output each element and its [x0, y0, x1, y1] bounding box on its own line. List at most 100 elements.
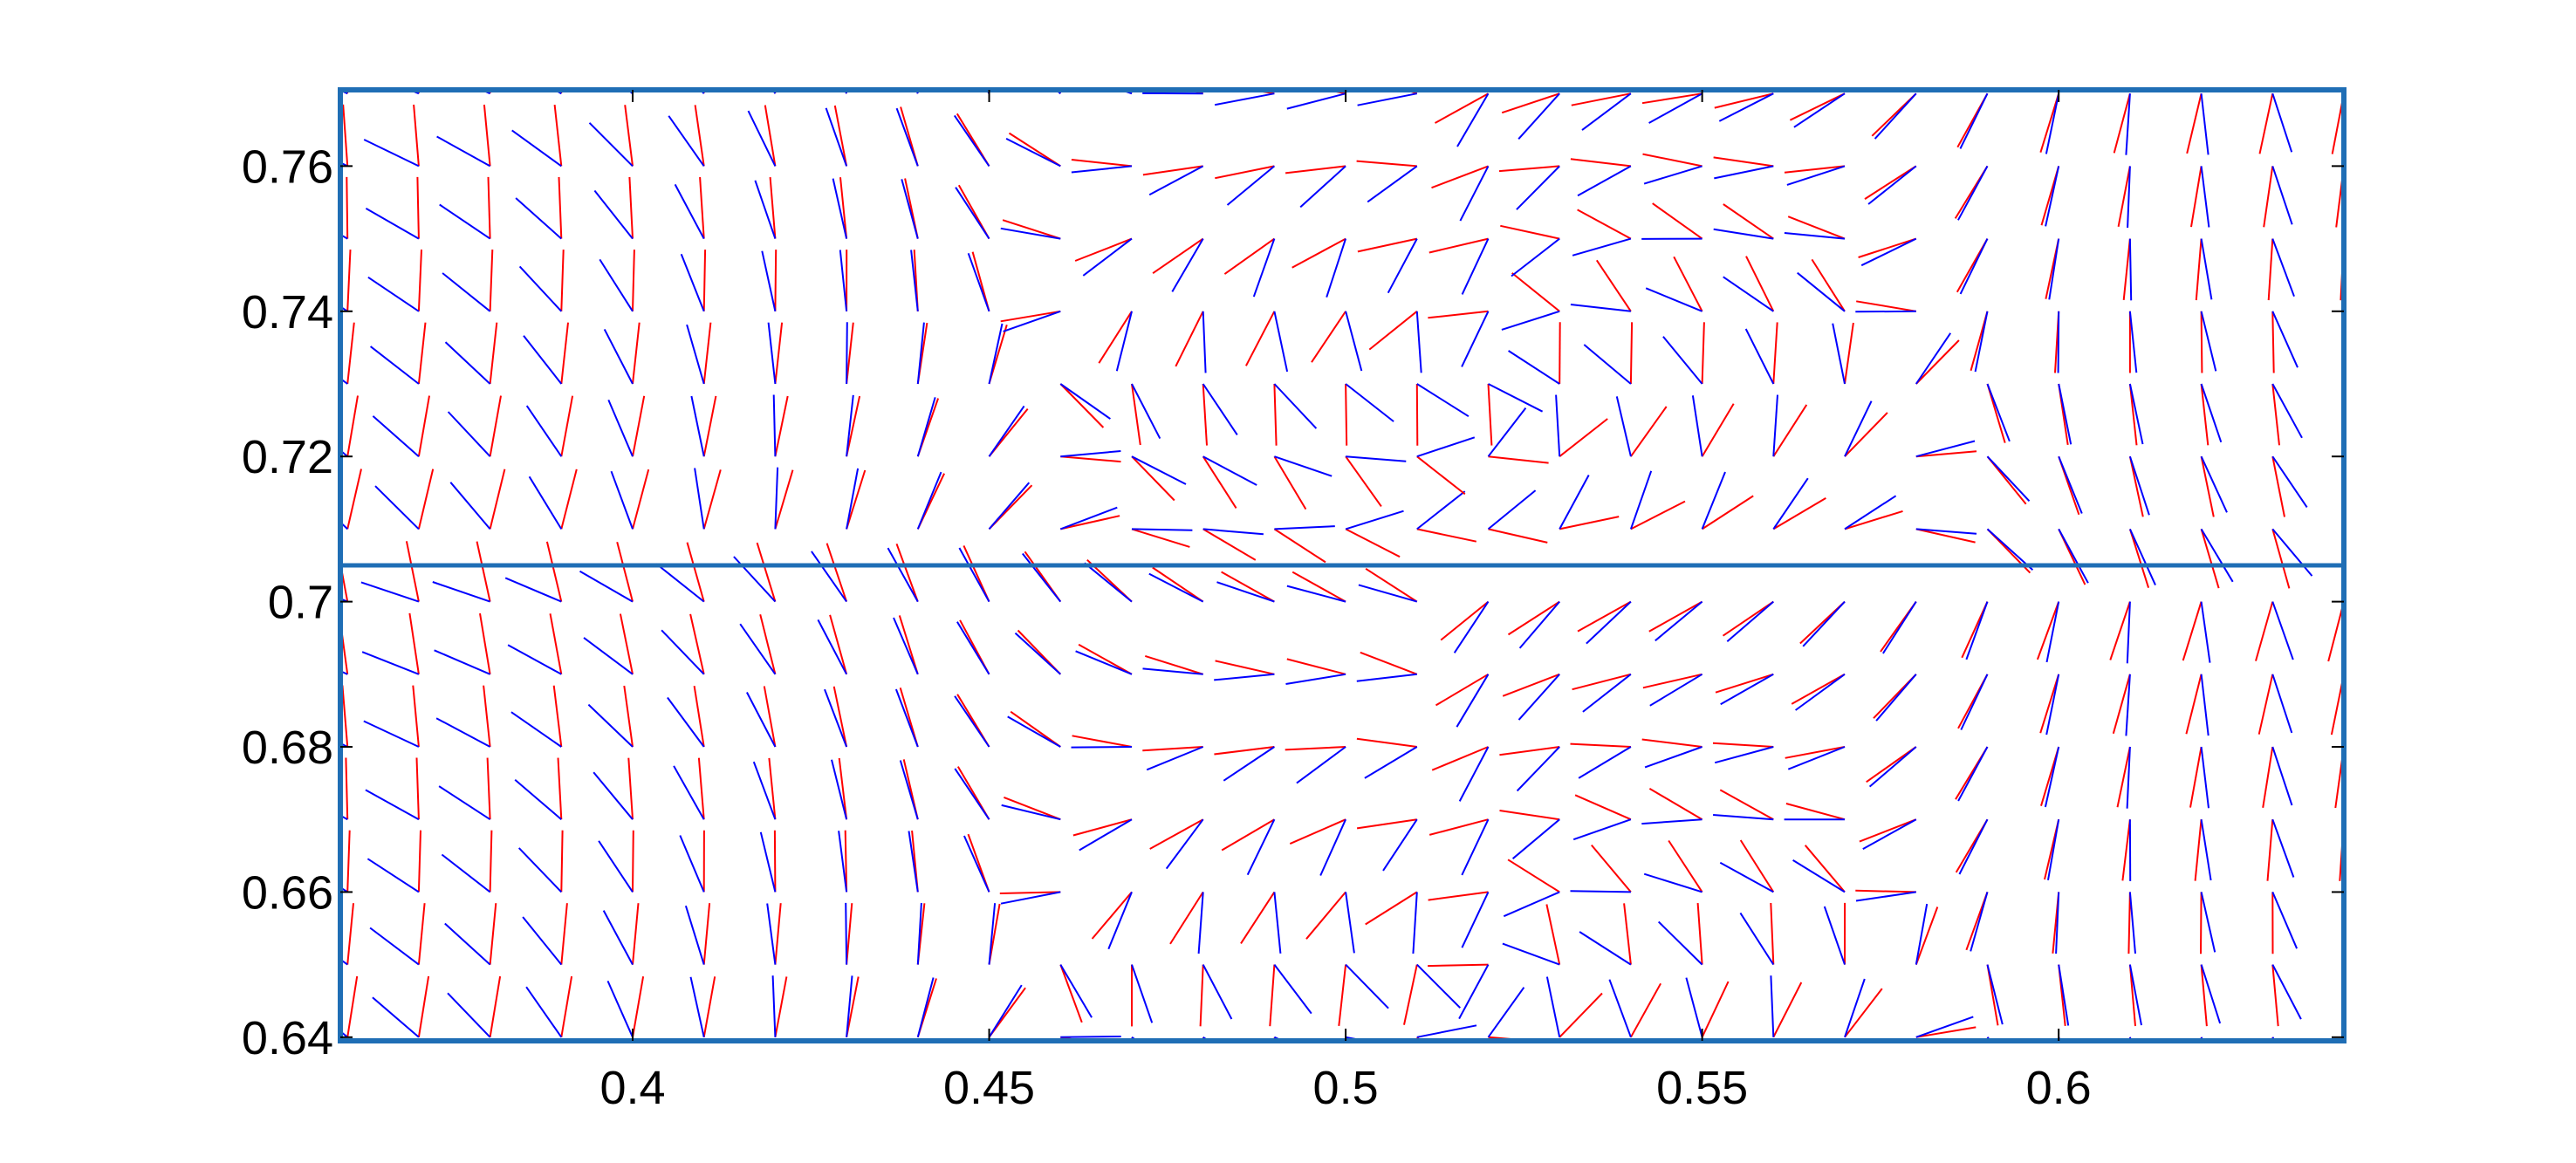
vector-blue-segment	[1518, 92, 1560, 140]
vector-blue-segment	[1416, 436, 1476, 458]
vector-red-segment	[1642, 673, 1702, 689]
vector-blue-segment	[1461, 818, 1490, 876]
vector-blue-segment	[1274, 455, 1333, 477]
vector-red-segment	[1641, 92, 1702, 105]
vector-red-segment	[1701, 981, 1730, 1038]
vector-red-segment	[2200, 383, 2209, 446]
vector-red-segment	[1131, 455, 1175, 502]
x-tick-label: 0.5	[1313, 1062, 1379, 1114]
vector-blue-segment	[846, 394, 854, 457]
vector-blue-segment	[1022, 552, 1062, 603]
vector-blue-segment	[1986, 964, 2004, 1025]
vector-red-segment	[693, 686, 705, 748]
vector-red-segment	[346, 395, 359, 457]
vector-red-segment	[417, 250, 422, 311]
vector-blue-segment	[772, 394, 777, 457]
vector-red-segment	[2271, 456, 2285, 517]
vector-blue-segment	[1714, 165, 1774, 180]
vector-blue-segment	[1860, 237, 1917, 267]
vector-red-segment	[1595, 259, 1632, 312]
vector-red-segment	[1641, 738, 1702, 748]
vector-blue-segment	[1586, 600, 1632, 645]
vector-red-segment	[773, 830, 777, 893]
vector-blue-segment	[2128, 455, 2150, 516]
vector-blue-segment	[1216, 581, 1275, 603]
vector-blue-segment	[1364, 746, 1418, 779]
vector-blue-segment	[1713, 228, 1774, 240]
vector-blue-segment	[1165, 818, 1204, 870]
vector-blue-segment	[954, 768, 990, 820]
vector-blue-segment	[447, 411, 491, 457]
vector-blue-segment	[759, 831, 777, 893]
vector-blue-segment	[2126, 746, 2131, 809]
vector-blue-segment	[1844, 978, 1866, 1038]
vector-blue-segment	[766, 903, 777, 965]
vector-red-segment	[489, 830, 493, 893]
vector-red-segment	[999, 891, 1061, 894]
vector-blue-segment	[967, 252, 990, 312]
vector-red-segment	[2189, 746, 2203, 808]
vector-blue-segment	[593, 189, 634, 240]
y-tick-label: 0.76	[242, 140, 333, 193]
vector-red-segment	[413, 104, 420, 167]
vector-blue-segment	[1915, 528, 1977, 535]
vector-red-segment	[1571, 92, 1632, 106]
vector-red-segment	[483, 685, 491, 748]
vector-blue-segment	[1723, 276, 1774, 312]
vector-red-segment	[702, 395, 717, 457]
vector-blue-segment	[2271, 528, 2313, 577]
vector-blue-segment	[1960, 674, 1989, 730]
vector-blue-segment	[442, 272, 491, 312]
vector-blue-segment	[374, 485, 420, 530]
vector-blue-segment	[811, 551, 847, 603]
vector-blue-segment	[610, 470, 634, 530]
vector-red-segment	[1152, 566, 1204, 603]
vector-blue-segment	[1273, 892, 1282, 954]
vector-blue-segment	[365, 789, 420, 821]
vector-blue-segment	[1503, 891, 1560, 918]
vector-red-segment	[774, 976, 788, 1037]
vector-red-segment	[2263, 166, 2274, 228]
vector-blue-segment	[2200, 892, 2216, 953]
axis-layer: 0.4 0.45 0.5 0.55 0.6 0.64 0.66 0.68 0.7 0.72 0.74…	[242, 87, 2346, 1114]
vector-blue-segment	[2125, 93, 2131, 155]
vector-red-segment	[632, 469, 650, 530]
vector-blue-segment	[1273, 383, 1318, 429]
vector-blue-segment	[1459, 165, 1490, 222]
vector-red-segment	[1428, 818, 1489, 836]
vector-red-segment	[1199, 964, 1204, 1027]
vector-red-segment	[2128, 383, 2138, 446]
vector-blue-segment	[1142, 667, 1203, 675]
vector-red-segment	[1098, 311, 1133, 364]
vector-blue-segment	[752, 761, 777, 820]
vector-blue-segment	[2271, 892, 2299, 949]
vector-blue-segment	[1273, 311, 1289, 373]
vector-blue-segment	[1792, 859, 1846, 893]
vector-blue-segment	[2200, 819, 2212, 881]
vector-red-segment	[1428, 963, 1489, 968]
vector-red-segment	[560, 250, 565, 311]
vector-red-segment	[2112, 674, 2131, 735]
vector-blue-segment	[988, 984, 1023, 1038]
vector-red-segment	[417, 395, 430, 457]
vector-blue-segment	[1713, 814, 1774, 821]
vector-red-segment	[2200, 964, 2208, 1027]
vector-blue-segment	[1986, 455, 2031, 502]
vector-red-segment	[1368, 311, 1418, 351]
vector-blue-segment	[988, 405, 1025, 457]
vector-blue-segment	[825, 107, 848, 167]
vector-blue-segment	[510, 711, 562, 748]
vector-red-segment	[1415, 383, 1419, 446]
y-tick-label: 0.72	[242, 431, 333, 483]
vector-red-segment	[1673, 256, 1703, 312]
vector-blue-segment	[916, 322, 925, 385]
vector-blue-segment	[438, 785, 491, 821]
vector-red-segment	[2195, 238, 2203, 301]
vector-red-segment	[2116, 746, 2131, 808]
vector-red-segment	[1772, 497, 1826, 530]
vector-red-segment	[1696, 903, 1703, 965]
vector-blue-segment	[2045, 601, 2060, 663]
vector-red-segment	[2127, 892, 2131, 954]
vector-red-segment	[1488, 455, 1549, 464]
vector-red-segment	[895, 543, 919, 602]
